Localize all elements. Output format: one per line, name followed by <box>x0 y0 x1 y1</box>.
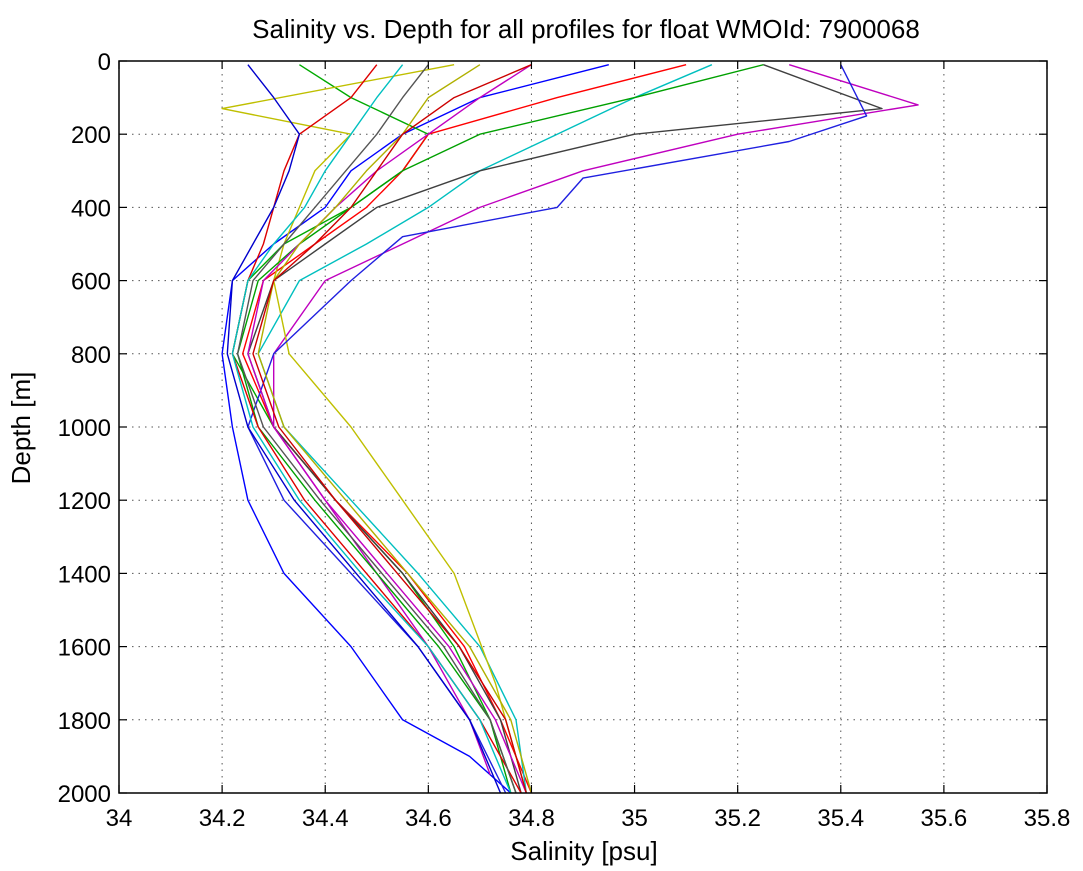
y-tick-label: 200 <box>71 122 111 149</box>
x-tick-label: 35.2 <box>714 805 761 832</box>
series-line-13 <box>257 64 533 794</box>
x-tick-label: 34.6 <box>405 805 452 832</box>
x-tick-label: 34 <box>106 805 133 832</box>
series-line-1 <box>221 64 609 794</box>
x-axis-label: Salinity [psu] <box>510 836 657 866</box>
series-line-15 <box>236 64 517 794</box>
y-tick-label: 600 <box>71 269 111 296</box>
x-tick-label: 34.4 <box>302 805 349 832</box>
chart-title: Salinity vs. Depth for all profiles for … <box>252 14 920 44</box>
y-tick-label: 1800 <box>58 708 111 735</box>
series-line-5 <box>273 64 919 775</box>
y-tick-label: 1600 <box>58 635 111 662</box>
y-tick-label: 400 <box>71 195 111 222</box>
x-tick-label: 35.8 <box>1024 805 1071 832</box>
ticks: 34 34.2 34.4 34.6 34.8 35 35.2 35.4 35.6 35.8 0 200… <box>58 49 1071 832</box>
series-line-11 <box>231 64 512 794</box>
y-tick-label: 1200 <box>58 488 111 515</box>
y-tick-label: 1400 <box>58 561 111 588</box>
x-tick-label: 35 <box>621 805 648 832</box>
series-line-14 <box>226 64 502 794</box>
x-tick-label: 35.6 <box>921 805 968 832</box>
y-tick-label: 0 <box>98 49 111 76</box>
y-axis-label: Depth [m] <box>6 372 36 485</box>
series-line-12 <box>247 64 532 794</box>
y-tick-label: 2000 <box>58 781 111 808</box>
series-line-9 <box>236 64 764 794</box>
series-lines <box>221 64 919 794</box>
x-tick-label: 34.8 <box>508 805 555 832</box>
y-tick-label: 1000 <box>58 415 111 442</box>
x-tick-label: 34.2 <box>199 805 246 832</box>
y-tick-label: 800 <box>71 342 111 369</box>
series-line-4 <box>257 64 713 794</box>
series-line-3 <box>241 64 687 794</box>
x-tick-label: 35.4 <box>817 805 864 832</box>
series-line-16 <box>252 64 532 794</box>
